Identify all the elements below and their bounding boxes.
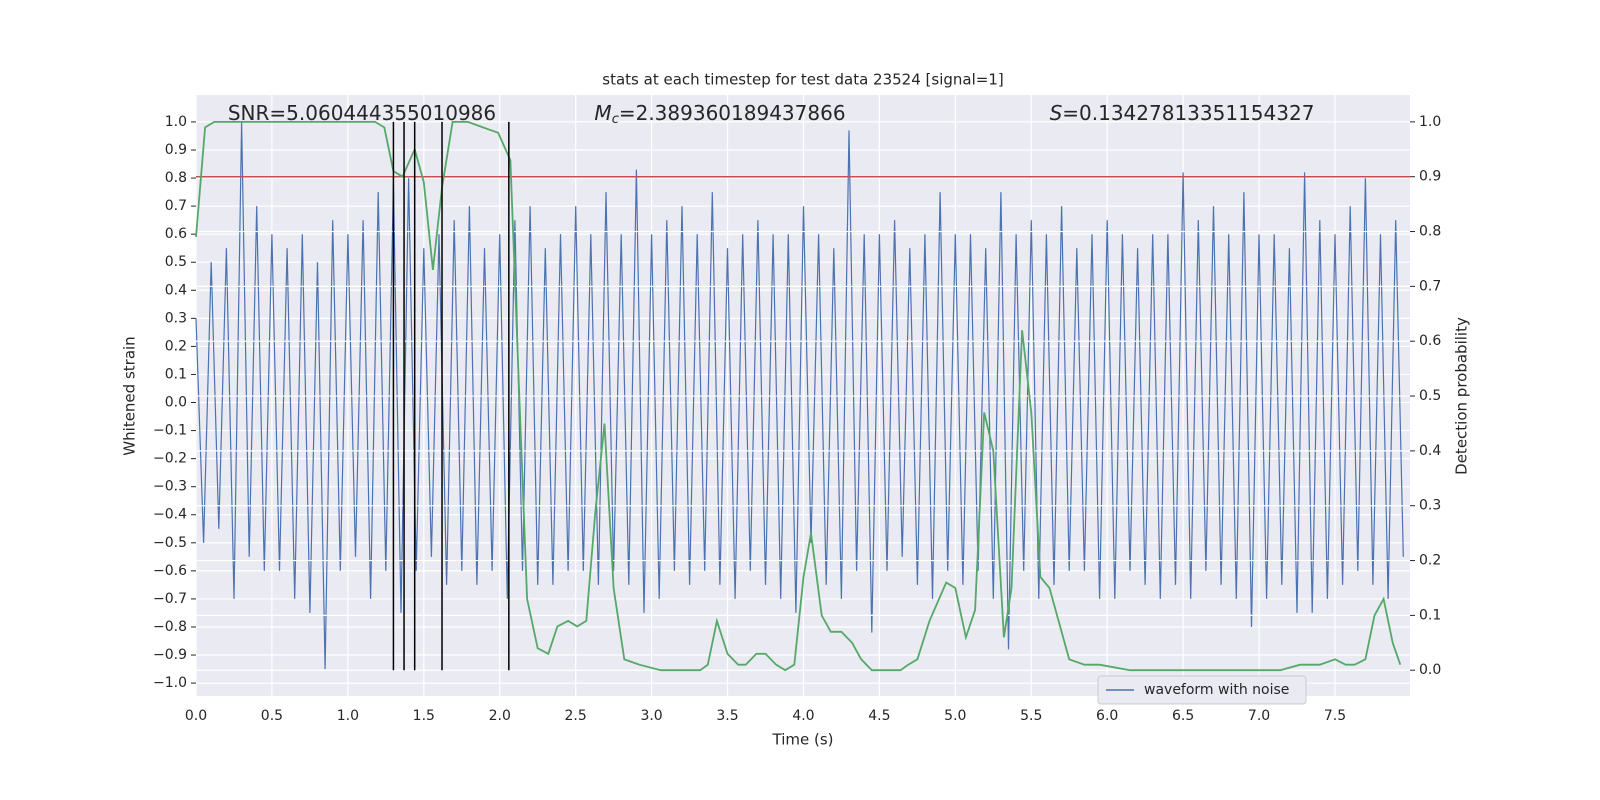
- y2-axis-label: Detection probability: [1453, 317, 1471, 475]
- y-tick-label: 0.5: [165, 254, 187, 270]
- y2-tick-label: 0.1: [1419, 607, 1441, 623]
- annotation-text: =0.13427813351154327: [1062, 101, 1314, 125]
- y-tick-label: −0.7: [153, 591, 187, 607]
- y2-tick-label: 0.9: [1419, 169, 1441, 185]
- y-tick-label: 0.3: [165, 310, 187, 326]
- y2-tick-label: 0.0: [1419, 662, 1441, 678]
- x-tick-label: 0.0: [185, 708, 207, 724]
- legend-label: waveform with noise: [1144, 682, 1289, 698]
- y-tick-label: 0.9: [165, 142, 187, 158]
- x-tick-label: 3.0: [640, 708, 662, 724]
- x-tick-label: 3.5: [716, 708, 738, 724]
- y-axis-label: Whitened strain: [121, 336, 139, 455]
- x-tick-label: 6.5: [1172, 708, 1194, 724]
- y2-tick-label: 0.7: [1419, 278, 1441, 294]
- y2-tick-label: 0.6: [1419, 333, 1441, 349]
- y2-tick-label: 0.5: [1419, 388, 1441, 404]
- annotation-text: SNR=5.060444355010986: [228, 101, 496, 125]
- x-tick-label: 7.5: [1324, 708, 1346, 724]
- y-tick-label: 1.0: [165, 114, 187, 130]
- annotation: Mc=2.389360189437866: [594, 101, 845, 127]
- y-tick-label: −0.3: [153, 479, 187, 495]
- annotation: SNR=5.060444355010986: [228, 101, 496, 125]
- x-tick-label: 5.5: [1020, 708, 1042, 724]
- x-tick-label: 5.0: [944, 708, 966, 724]
- x-tick-label: 2.5: [565, 708, 587, 724]
- annotation: S=0.13427813351154327: [1050, 101, 1315, 125]
- y-tick-label: −0.4: [153, 507, 187, 523]
- x-tick-label: 1.0: [337, 708, 359, 724]
- legend-box: [1097, 675, 1307, 705]
- annotation-symbol: S: [1050, 101, 1063, 125]
- x-axis-label: Time (s): [772, 731, 834, 749]
- x-tick-label: 4.0: [792, 708, 814, 724]
- y2-tick-label: 1.0: [1419, 114, 1441, 130]
- y-tick-label: −0.5: [153, 535, 187, 551]
- y-tick-label: 0.6: [165, 226, 187, 242]
- y-tick-label: 0.7: [165, 198, 187, 214]
- x-tick-label: 6.0: [1096, 708, 1118, 724]
- y2-tick-label: 0.3: [1419, 498, 1441, 514]
- x-tick-label: 2.0: [489, 708, 511, 724]
- x-tick-label: 1.5: [413, 708, 435, 724]
- y-tick-label: −1.0: [153, 675, 187, 691]
- y-tick-label: −0.2: [153, 451, 187, 467]
- chart-title: stats at each timestep for test data 235…: [602, 71, 1003, 89]
- y-tick-label: −0.1: [153, 423, 187, 439]
- y-tick-label: −0.6: [153, 563, 187, 579]
- y-tick-label: 0.0: [165, 395, 187, 411]
- x-tick-label: 4.5: [868, 708, 890, 724]
- y-tick-label: 0.4: [165, 282, 187, 298]
- x-tick-label: 0.5: [261, 708, 283, 724]
- y-tick-label: 0.2: [165, 338, 187, 354]
- x-tick-label: 7.0: [1248, 708, 1270, 724]
- probability-line: [195, 121, 1402, 672]
- y-tick-label: −0.8: [153, 619, 187, 635]
- y-tick-label: −0.9: [153, 647, 187, 663]
- y2-tick-label: 0.2: [1419, 553, 1441, 569]
- annotation-symbol: M: [594, 101, 611, 125]
- annotation-subscript: c: [612, 112, 619, 127]
- y-tick-label: 0.8: [165, 170, 187, 186]
- y2-tick-label: 0.4: [1419, 443, 1441, 459]
- annotation-text: =2.389360189437866: [619, 101, 846, 125]
- y-tick-label: 0.1: [165, 366, 187, 382]
- y2-tick-label: 0.8: [1419, 224, 1441, 240]
